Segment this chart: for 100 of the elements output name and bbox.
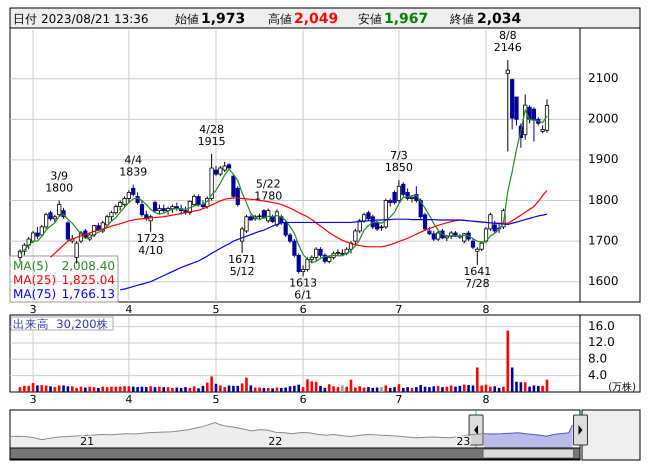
bar [536,386,540,392]
bar [493,386,496,392]
bar [245,378,248,392]
x-tick-label: 3 [30,303,37,316]
text: 2023/08/21 13:36 [41,12,149,26]
bar [462,384,466,392]
bar [223,387,226,392]
bar [506,330,510,392]
bar [62,385,65,392]
x-tick-label: 22 [268,435,282,448]
bar [398,384,400,392]
bar [58,385,60,392]
bar [546,380,548,392]
y-tick-label: 1900 [588,152,619,166]
bar [206,382,209,392]
annotation: 4/28 1915 [198,122,226,148]
y-tick-label: 1800 [588,192,619,207]
bar [276,388,278,392]
annotation: 1641 7/28 [463,265,492,290]
bar [384,385,388,392]
text: 2,049 [294,11,338,27]
candlestick [401,182,406,197]
bar [524,382,527,392]
bar [288,386,292,392]
bar [319,386,322,392]
annotation: 4/4 1839 [119,154,148,179]
bar [328,384,331,392]
bar [49,386,52,392]
bar [149,386,152,392]
x-tick-label: 8 [482,303,490,316]
text: 1,973 [201,11,246,27]
annotation: 7/3 1850 [384,149,413,174]
bar [54,387,56,392]
bar [32,383,34,392]
bar [262,388,266,392]
x-tick-label: 7 [395,303,402,316]
bar [214,384,218,392]
bar [341,385,344,392]
text: 終値 [449,12,474,26]
candlestick [470,238,476,250]
candlestick [126,190,131,204]
bar [140,386,144,392]
text: 1,967 [384,11,428,27]
bar [441,387,444,392]
annotation: 3/9 1800 [45,170,74,195]
bar [123,386,126,392]
annotation: 1,766.13 [62,287,115,301]
x-tick-label: 5 [212,303,220,316]
bar [162,387,166,392]
x-tick-label: 7 [395,393,402,406]
bar [371,388,374,392]
bar [484,384,488,392]
y-tick-label: 8.0 [588,352,608,366]
bar [532,385,536,392]
bar [393,387,396,392]
bar [271,388,274,392]
bar [336,387,340,392]
bar [406,387,409,392]
bar [402,388,405,392]
bar [446,386,448,392]
bar [158,386,161,392]
candlestick [140,200,144,218]
candlestick [436,230,440,242]
y-tick-label: 4.0 [588,368,608,382]
bar [367,387,370,392]
bar [228,385,230,392]
bar [432,386,436,392]
bar [454,386,457,392]
candlestick [214,166,218,177]
bar [332,386,335,392]
bar [266,388,270,392]
bar [36,385,39,392]
bar [376,388,378,392]
bar [502,386,505,392]
candlestick [532,106,536,142]
x-tick-label: 4 [125,303,132,316]
text: 日付 [13,12,37,26]
bar [192,386,196,392]
bar [258,388,261,392]
bar [424,386,426,392]
bar [472,385,474,392]
candlestick [492,220,497,234]
bar [27,386,30,392]
bar [362,388,366,392]
bar [436,386,440,392]
text: 始値 [175,12,199,26]
y-tick-label: 1700 [588,233,619,248]
series-label: MA(25) [13,273,56,287]
bar [350,380,352,392]
bar [184,387,187,392]
candlestick [392,190,397,206]
x-tick-label: 4 [125,393,132,406]
bar [175,388,178,392]
candlestick [432,230,436,242]
bar [306,379,309,392]
series-label: MA(5) [13,259,49,273]
bar [80,386,82,392]
bar [410,388,414,392]
candlestick [30,230,36,244]
bar [388,388,392,392]
